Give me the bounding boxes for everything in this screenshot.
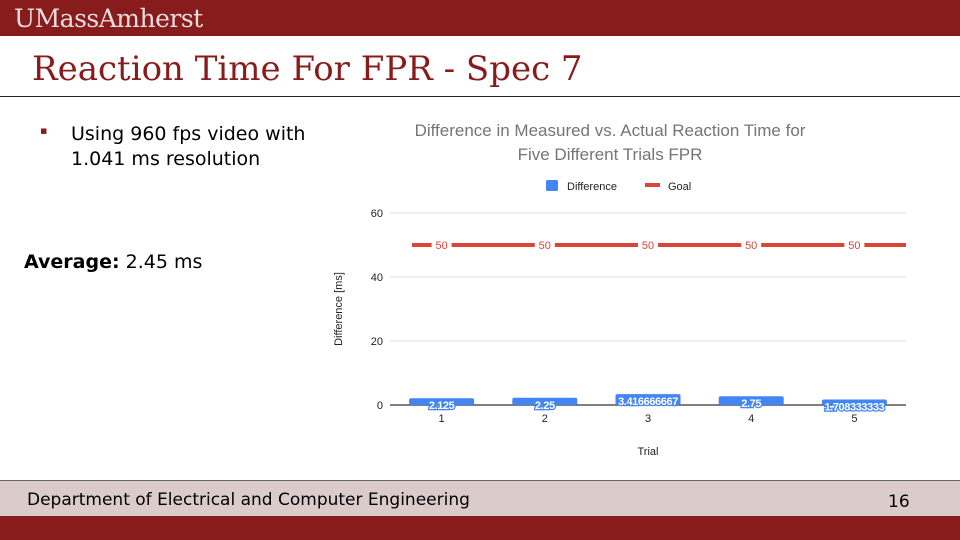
- y-tick-label: 60: [371, 208, 383, 220]
- x-tick-label: 5: [851, 413, 857, 425]
- goal-data-label: 50: [848, 240, 860, 252]
- x-tick-label: 1: [439, 413, 445, 425]
- goal-label-background: [844, 238, 865, 252]
- difference-data-label: 2.125: [429, 400, 455, 412]
- goal-data-label: 50: [539, 240, 551, 252]
- y-axis-label: Difference [ms]: [333, 272, 345, 346]
- chart-legend: Difference Goal: [546, 180, 691, 193]
- chart-title: Difference in Measured vs. Actual Reacti…: [415, 121, 806, 164]
- y-tick-label: 40: [371, 272, 383, 284]
- department-name: Department of Electrical and Computer En…: [27, 490, 470, 510]
- goal-label-background: [534, 238, 555, 252]
- square-bullet-icon: ▪: [40, 124, 48, 137]
- difference-data-label: 2.75: [741, 398, 761, 410]
- legend-label-goal: Goal: [668, 181, 691, 193]
- goal-label-background: [741, 238, 762, 252]
- legend-swatch-goal: [645, 183, 660, 187]
- slide-title: Reaction Time For FPR - Spec 7: [32, 49, 583, 89]
- difference-data-label: 1.708333333: [824, 402, 884, 414]
- title-divider: [0, 96, 960, 97]
- x-tick-label: 3: [645, 413, 651, 425]
- x-tick-label: 2: [542, 413, 548, 425]
- footer-band: [0, 480, 960, 517]
- bullet-list: ▪ Using 960 fps video with 1.041 ms reso…: [40, 122, 310, 172]
- legend-label-difference: Difference: [567, 181, 617, 193]
- goal-label-background: [638, 238, 658, 252]
- average-value: 2.45 ms: [125, 251, 203, 273]
- goal-data-label: 50: [642, 240, 654, 252]
- header-bar: UMassAmherst: [0, 0, 960, 36]
- difference-bars: 2.125 2.25 3.416666667 2.75 1.708333333: [409, 394, 887, 415]
- difference-data-label: 2.25: [535, 400, 555, 412]
- y-tick-label: 20: [371, 336, 383, 348]
- difference-bar: [615, 394, 681, 405]
- reaction-time-chart: Difference in Measured vs. Actual Reacti…: [333, 121, 906, 458]
- legend-swatch-difference: [546, 180, 558, 191]
- average-line: Average: 2.45 ms: [24, 250, 202, 274]
- footer-bar: [0, 516, 960, 540]
- difference-data-label: 3.416666667: [618, 396, 678, 408]
- goal-data-label: 50: [435, 240, 447, 252]
- y-tick-label: 0: [377, 400, 383, 412]
- bullet-text: Using 960 fps video with 1.041 ms resolu…: [71, 123, 306, 170]
- umass-logo: UMassAmherst: [14, 4, 203, 33]
- difference-bar: [821, 399, 887, 405]
- x-tick-label: 4: [748, 413, 754, 425]
- x-axis-ticks: 1 2 3 4 5: [439, 413, 858, 425]
- goal-line: 50 50 50 50 50: [412, 238, 906, 252]
- y-axis-ticks: 0 20 40 60: [371, 208, 383, 412]
- difference-bar: [512, 397, 578, 405]
- goal-data-label: 50: [745, 240, 757, 252]
- average-label: Average:: [24, 251, 120, 273]
- page-number: 16: [888, 492, 910, 512]
- difference-bar: [718, 396, 784, 405]
- goal-label-background: [431, 238, 452, 252]
- x-axis-label: Trial: [638, 446, 659, 458]
- difference-bar: [409, 398, 475, 405]
